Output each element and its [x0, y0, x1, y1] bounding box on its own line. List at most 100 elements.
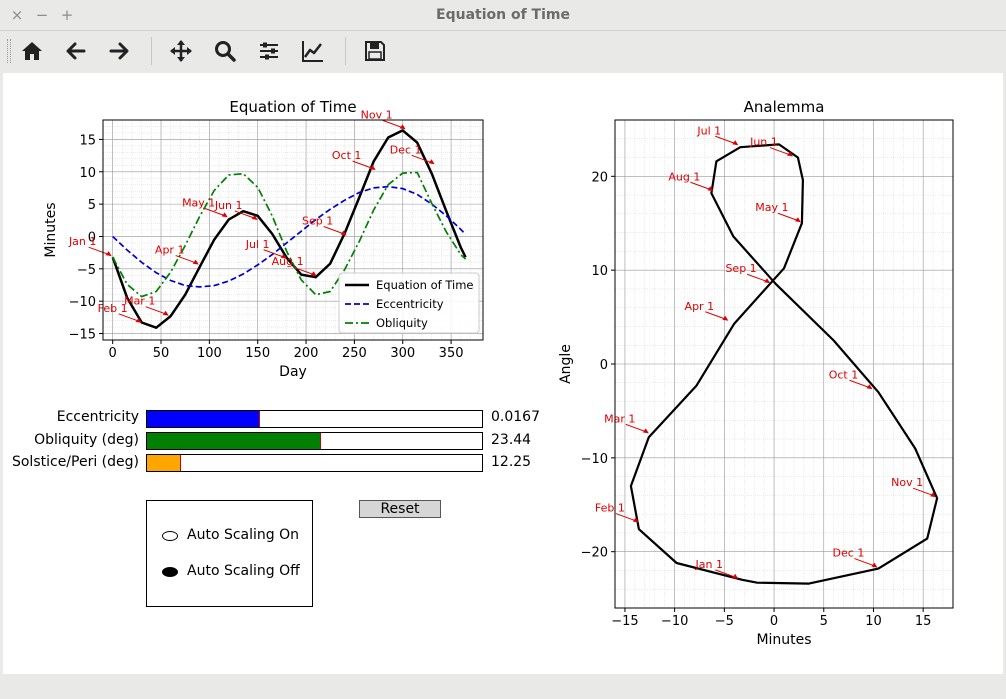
annotation-arrowhead: [707, 186, 714, 192]
obliquity-slider-handle[interactable]: [320, 433, 322, 449]
annotation-arrowhead: [930, 492, 937, 498]
annotation-label: Nov 1: [361, 108, 393, 121]
annotation-label: Jan 1: [695, 558, 723, 571]
forward-arrow-icon: [109, 42, 129, 60]
axes-frame: [102, 119, 484, 341]
reset-button[interactable]: Reset: [359, 500, 441, 518]
status-bar: [0, 676, 1006, 699]
x-tick-label: 250: [342, 346, 367, 361]
save-icon: [365, 41, 385, 61]
obliquity-slider-fill: [147, 433, 322, 449]
annotation-label: Jul 1: [245, 238, 270, 251]
axes-frame: [614, 119, 954, 609]
annotation-label: Feb 1: [595, 502, 625, 515]
annotation-label: May 1: [182, 196, 215, 209]
annotation-label: Jun 1: [214, 199, 243, 212]
toolbar-separator: [345, 37, 346, 65]
auto-scaling-on-radio[interactable]: [162, 531, 178, 541]
annotation-label: Aug 1: [272, 255, 304, 268]
y-tick-label: 5: [88, 198, 96, 213]
x-tick-label: 15: [915, 614, 932, 629]
minimize-window-button[interactable]: −: [35, 6, 49, 24]
y-axis-label: Angle: [558, 344, 574, 384]
annotation-arrowhead: [866, 384, 873, 390]
annotation-arrowhead: [135, 317, 142, 323]
y-tick-label: −5: [77, 263, 96, 278]
auto-scaling-radio-group: Auto Scaling On Auto Scaling Off: [146, 500, 313, 607]
annotation-label: Jul 1: [696, 124, 721, 137]
annotation-label: Feb 1: [98, 302, 128, 315]
annotation-arrowhead: [162, 310, 169, 316]
y-tick-label: 10: [79, 166, 96, 181]
annotation-label: Oct 1: [829, 368, 859, 381]
x-tick-label: 150: [245, 346, 270, 361]
y-tick-label: −15: [69, 328, 96, 343]
annotation-label: Sep 1: [725, 262, 756, 275]
edit-axis-icon: [302, 41, 323, 62]
home-button[interactable]: [15, 34, 49, 68]
chart-title: Equation of Time: [229, 98, 356, 116]
edit-axis-button[interactable]: [296, 34, 330, 68]
legend-entry: Equation of Time: [376, 278, 473, 292]
y-tick-label: 0: [88, 230, 96, 245]
y-tick-label: −10: [69, 295, 96, 310]
legend-entry: Obliquity: [376, 316, 428, 330]
annotation-arrowhead: [764, 278, 771, 284]
annotation-arrowhead: [794, 217, 801, 223]
annotation-arrowhead: [632, 517, 639, 523]
auto-scaling-off-label[interactable]: Auto Scaling Off: [187, 563, 300, 579]
forward-button[interactable]: [102, 34, 136, 68]
x-tick-label: −10: [661, 614, 688, 629]
back-arrow-icon: [66, 42, 86, 60]
annotation-label: Aug 1: [668, 170, 700, 183]
annotation-arrowhead: [786, 151, 793, 157]
zoom-button[interactable]: [208, 34, 242, 68]
back-button[interactable]: [59, 34, 93, 68]
toolbar-grip[interactable]: [7, 39, 11, 63]
solstice-peri-slider[interactable]: [146, 454, 483, 472]
window-title: Equation of Time: [436, 7, 570, 23]
figure-canvas[interactable]: 0 50 100 150 200 250 300 350 −15 −10 −5 0 5 10 15 Jan 1…: [3, 73, 1003, 674]
annotation-label: Sep 1: [302, 214, 333, 227]
x-tick-label: 100: [197, 346, 222, 361]
solstice-peri-label: Solstice/Peri (deg): [11, 454, 139, 470]
x-tick-label: 350: [439, 346, 464, 361]
zoom-icon: [215, 41, 236, 62]
pan-button[interactable]: [164, 34, 198, 68]
subplots-config-icon: [260, 42, 278, 60]
auto-scaling-off-radio[interactable]: [162, 567, 178, 577]
annotation-label: May 1: [755, 201, 788, 214]
y-tick-label: 10: [591, 264, 608, 279]
configure-subplots-button[interactable]: [252, 34, 286, 68]
x-axis-label: Day: [279, 364, 307, 380]
window-titlebar: × − + Equation of Time: [0, 0, 1006, 31]
y-axis-label: Minutes: [43, 202, 59, 257]
x-tick-label: 0: [770, 614, 778, 629]
auto-scaling-on-label[interactable]: Auto Scaling On: [187, 527, 299, 543]
maximize-window-button[interactable]: +: [60, 6, 74, 24]
annotation-label: Jan 1: [68, 235, 96, 248]
x-tick-label: 10: [865, 614, 882, 629]
y-tick-label: 15: [79, 133, 96, 148]
annotation-label: Apr 1: [685, 300, 715, 313]
x-tick-label: −15: [611, 614, 638, 629]
annotation-arrowhead: [428, 159, 435, 165]
eccentricity-slider[interactable]: [146, 410, 483, 428]
annotation-label: Oct 1: [332, 149, 362, 162]
obliquity-slider[interactable]: [146, 432, 483, 450]
pan-icon: [170, 40, 192, 62]
series-line-analemma: [629, 143, 939, 585]
solstice-peri-slider-fill: [147, 455, 181, 471]
annotation-arrowhead: [280, 253, 287, 259]
close-window-button[interactable]: ×: [10, 6, 24, 24]
annotation-arrowhead: [192, 259, 199, 265]
eccentricity-slider-handle[interactable]: [258, 411, 260, 427]
solstice-peri-slider-handle[interactable]: [179, 455, 181, 471]
annotation-label: Dec 1: [833, 547, 865, 560]
toolbar-separator: [151, 37, 152, 65]
obliquity-value: 23.44: [491, 432, 532, 448]
solstice-peri-value: 12.25: [491, 454, 532, 470]
y-tick-label: 0: [600, 358, 608, 373]
save-button[interactable]: [358, 34, 392, 68]
